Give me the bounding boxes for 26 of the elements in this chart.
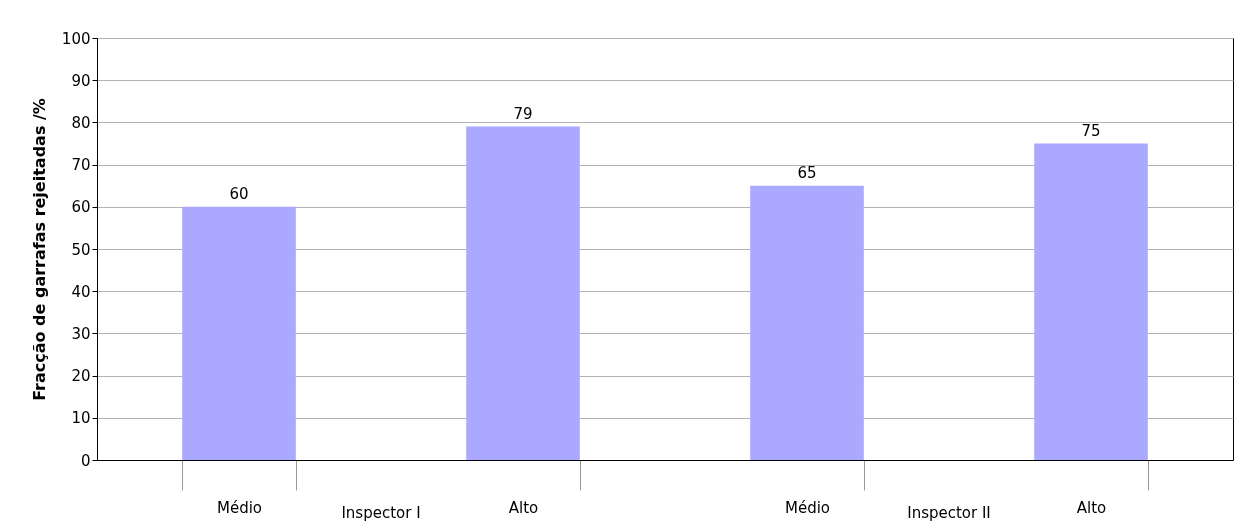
x-tick-label: Médio — [216, 498, 263, 517]
y-tick-label: 60 — [71, 198, 91, 217]
y-tick-label: 10 — [71, 409, 91, 428]
y-tick-label: 30 — [71, 324, 91, 343]
data-label: 60 — [229, 184, 249, 203]
data-label: 65 — [797, 163, 817, 182]
bar — [182, 206, 296, 460]
y-tick-label: 0 — [80, 451, 91, 470]
y-tick-label: 20 — [71, 367, 91, 386]
x-tick-label: Alto — [508, 498, 539, 517]
y-tick-label: 100 — [61, 29, 91, 48]
x-tick-label: Alto — [1076, 498, 1107, 517]
y-tick-label: 90 — [71, 71, 91, 90]
bar — [750, 185, 864, 460]
y-tick-label: 70 — [71, 156, 91, 175]
data-label: 75 — [1081, 121, 1101, 140]
y-tick-label: 80 — [71, 113, 91, 132]
data-label: 79 — [513, 104, 533, 123]
text: Inspector II — [907, 504, 991, 522]
bar — [1034, 143, 1148, 460]
text: Inspector I — [341, 504, 421, 522]
bar — [466, 126, 580, 460]
x-tick-label: Médio — [784, 498, 831, 517]
y-tick-label: 40 — [71, 282, 91, 301]
y-tick-label: 50 — [71, 240, 91, 259]
y-axis-title: Fracção de garrafas rejeitadas /% — [29, 98, 49, 401]
